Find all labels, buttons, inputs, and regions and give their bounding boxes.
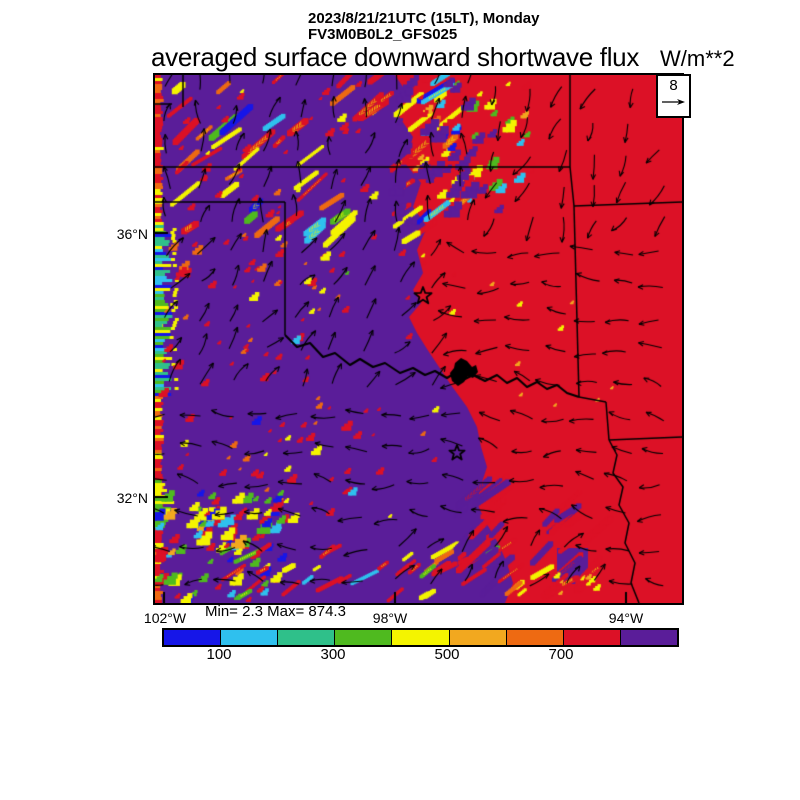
colorbar-segment bbox=[392, 630, 450, 645]
colorbar-segment bbox=[449, 630, 507, 645]
colorbar-tick-label: 500 bbox=[434, 646, 460, 663]
wind-reference-value: 8 bbox=[669, 77, 678, 94]
colorbar-tick-label: 100 bbox=[206, 646, 232, 663]
minmax-stats: Min= 2.3 Max= 874.3 bbox=[205, 603, 346, 620]
flux-map-canvas bbox=[153, 73, 684, 605]
colorbar-segment bbox=[563, 630, 621, 645]
colorbar-segment bbox=[164, 630, 222, 645]
colorbar-tick-label: 300 bbox=[320, 646, 346, 663]
colorbar-segment bbox=[335, 630, 393, 645]
model-run-header: FV3M0B0L2_GFS025 bbox=[308, 26, 458, 43]
units-label: W/m**2 bbox=[660, 46, 735, 71]
timestamp-header: 2023/8/21/21UTC (15LT), Monday bbox=[308, 10, 540, 27]
lon-tick-label: 94°W bbox=[608, 610, 644, 626]
colorbar-segment bbox=[620, 630, 677, 645]
lon-tick-label: 102°W bbox=[143, 610, 187, 626]
colorbar-segment bbox=[278, 630, 336, 645]
wind-reference-legend: 8 bbox=[656, 74, 691, 118]
colorbar-tick-label: 700 bbox=[548, 646, 574, 663]
lon-tick-label: 98°W bbox=[372, 610, 408, 626]
lat-tick-label: 32°N bbox=[116, 490, 148, 506]
lat-tick-label: 36°N bbox=[116, 226, 148, 242]
colorbar-segment bbox=[221, 630, 279, 645]
wind-reference-arrow-icon bbox=[662, 99, 685, 105]
colorbar bbox=[162, 628, 679, 647]
chart-title: averaged surface downward shortwave flux bbox=[151, 42, 640, 72]
colorbar-segment bbox=[506, 630, 564, 645]
